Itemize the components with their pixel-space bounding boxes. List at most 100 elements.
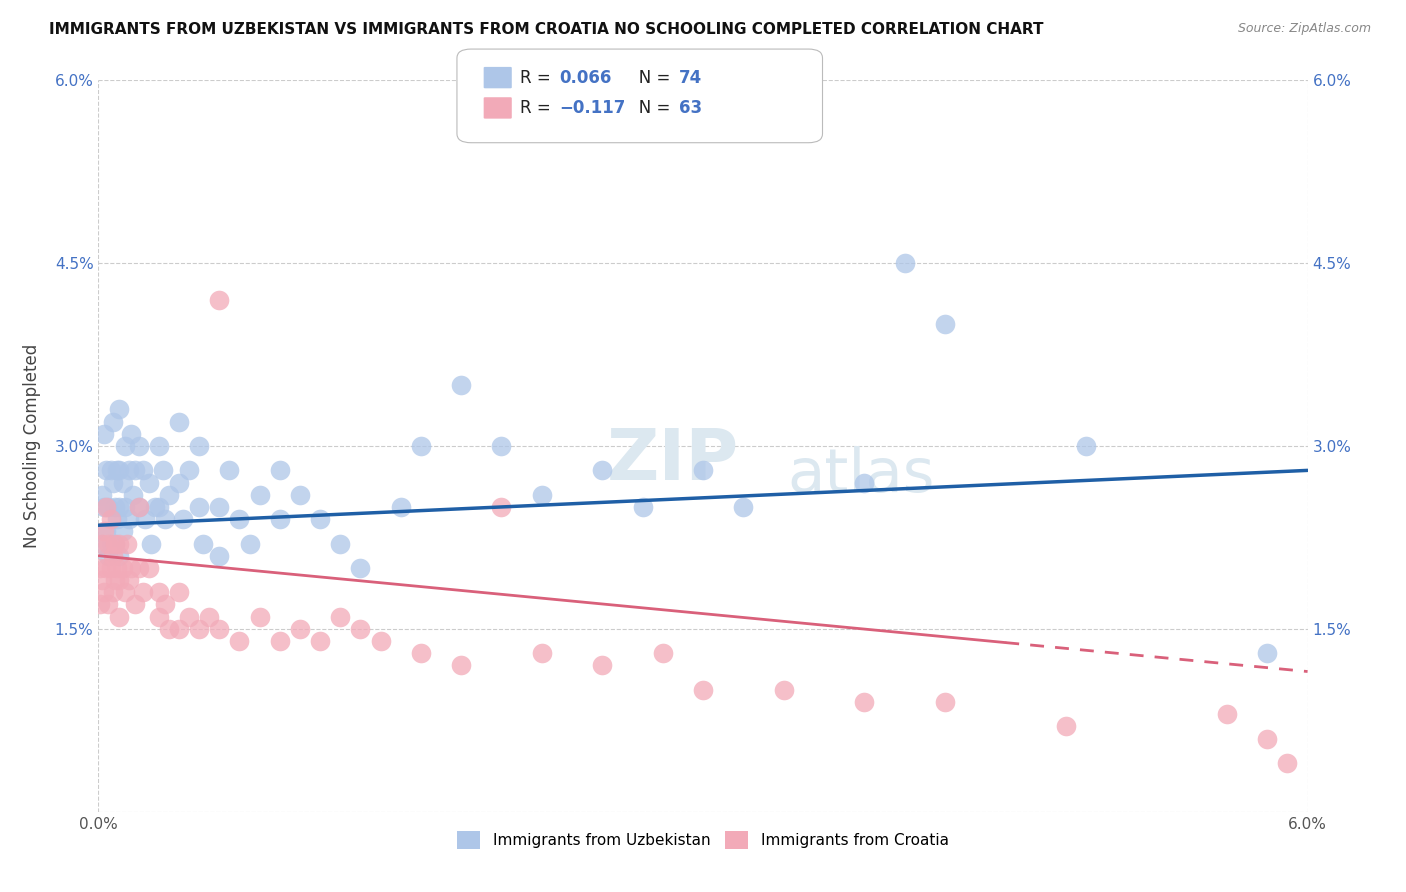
Point xyxy=(309,634,332,648)
Point xyxy=(239,536,262,550)
Point xyxy=(167,475,190,490)
Point xyxy=(692,682,714,697)
Point xyxy=(91,488,114,502)
Point xyxy=(167,415,190,429)
Point xyxy=(153,512,176,526)
Point xyxy=(179,609,201,624)
Point xyxy=(100,512,122,526)
Point xyxy=(631,500,654,514)
Point xyxy=(269,512,291,526)
Point xyxy=(152,463,174,477)
Text: R =: R = xyxy=(520,99,557,117)
Point xyxy=(198,609,221,624)
Point xyxy=(111,524,134,539)
Point xyxy=(530,646,553,660)
Point xyxy=(1054,719,1077,733)
Point xyxy=(121,488,143,502)
Point xyxy=(107,536,129,550)
Point xyxy=(118,573,141,587)
Point xyxy=(138,475,160,490)
Point xyxy=(128,561,150,575)
Point xyxy=(591,658,613,673)
Text: 0.066: 0.066 xyxy=(560,69,612,87)
Point xyxy=(491,500,513,514)
Point xyxy=(530,488,553,502)
Point xyxy=(1074,439,1097,453)
Point xyxy=(228,512,250,526)
Point xyxy=(389,500,412,514)
Text: −0.117: −0.117 xyxy=(560,99,626,117)
Point xyxy=(934,317,956,331)
Point xyxy=(188,622,211,636)
Point xyxy=(107,402,129,417)
Point xyxy=(409,646,432,660)
Point xyxy=(148,500,170,514)
Point xyxy=(157,622,180,636)
Point xyxy=(218,463,240,477)
Point xyxy=(409,439,432,453)
Point xyxy=(208,293,231,307)
Point xyxy=(193,536,215,550)
Text: N =: N = xyxy=(623,69,675,87)
Point xyxy=(105,463,128,477)
Point xyxy=(100,561,122,575)
Point xyxy=(103,500,125,514)
Point xyxy=(97,598,120,612)
Text: N =: N = xyxy=(623,99,675,117)
Point xyxy=(101,475,124,490)
Point xyxy=(138,561,160,575)
Point xyxy=(107,573,129,587)
Point xyxy=(309,512,332,526)
Legend: Immigrants from Uzbekistan, Immigrants from Croatia: Immigrants from Uzbekistan, Immigrants f… xyxy=(451,824,955,855)
Point xyxy=(139,536,162,550)
Point xyxy=(114,500,136,514)
Point xyxy=(934,695,956,709)
Point xyxy=(114,439,136,453)
Point xyxy=(134,512,156,526)
Point xyxy=(288,488,311,502)
Point xyxy=(93,524,115,539)
Point xyxy=(96,500,118,514)
Text: ZIP: ZIP xyxy=(606,426,738,495)
Text: atlas: atlas xyxy=(787,446,935,505)
Text: IMMIGRANTS FROM UZBEKISTAN VS IMMIGRANTS FROM CROATIA NO SCHOOLING COMPLETED COR: IMMIGRANTS FROM UZBEKISTAN VS IMMIGRANTS… xyxy=(49,22,1043,37)
Point xyxy=(97,536,120,550)
Point xyxy=(101,549,124,563)
Point xyxy=(100,536,122,550)
Point xyxy=(1256,646,1278,660)
Text: R =: R = xyxy=(520,69,557,87)
Point xyxy=(188,439,211,453)
Point xyxy=(93,500,115,514)
Point xyxy=(370,634,392,648)
Point xyxy=(349,622,371,636)
Point xyxy=(89,561,111,575)
Point xyxy=(128,500,150,514)
Point xyxy=(853,695,876,709)
Point xyxy=(853,475,876,490)
Point xyxy=(491,439,513,453)
Point xyxy=(124,463,146,477)
Point xyxy=(172,512,194,526)
Point xyxy=(103,536,125,550)
Point xyxy=(91,573,114,587)
Point xyxy=(91,536,114,550)
Point xyxy=(114,585,136,599)
Point xyxy=(148,609,170,624)
Point xyxy=(105,561,128,575)
Point xyxy=(228,634,250,648)
Point xyxy=(1216,707,1239,722)
Point xyxy=(692,463,714,477)
Point xyxy=(167,585,190,599)
Point xyxy=(107,549,129,563)
Point xyxy=(148,585,170,599)
Point xyxy=(93,426,115,441)
Text: Source: ZipAtlas.com: Source: ZipAtlas.com xyxy=(1237,22,1371,36)
Point xyxy=(100,463,122,477)
Point xyxy=(132,585,155,599)
Point xyxy=(103,536,125,550)
Point xyxy=(450,378,472,392)
Point xyxy=(101,585,124,599)
Point xyxy=(93,585,115,599)
Point xyxy=(329,536,352,550)
Point xyxy=(772,682,794,697)
